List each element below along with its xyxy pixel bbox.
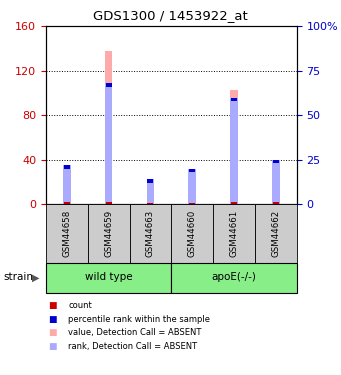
Bar: [105, 83, 113, 204]
Text: count: count: [68, 301, 92, 310]
Text: GDS1300 / 1453922_at: GDS1300 / 1453922_at: [93, 9, 248, 22]
Bar: [231, 98, 237, 101]
Bar: [63, 165, 71, 204]
Bar: [272, 160, 280, 204]
Bar: [106, 202, 112, 204]
Text: GSM44661: GSM44661: [229, 210, 238, 257]
Text: GSM44659: GSM44659: [104, 210, 113, 257]
Bar: [189, 169, 196, 204]
Bar: [88, 204, 130, 262]
Text: ■: ■: [48, 315, 56, 324]
Bar: [230, 90, 238, 204]
Text: strain: strain: [3, 273, 33, 282]
Bar: [46, 204, 88, 262]
Text: rank, Detection Call = ABSENT: rank, Detection Call = ABSENT: [68, 342, 197, 351]
Bar: [147, 180, 154, 204]
Text: GSM44660: GSM44660: [188, 210, 197, 257]
Bar: [130, 204, 171, 262]
Bar: [172, 204, 213, 262]
Bar: [230, 98, 238, 204]
Bar: [63, 165, 71, 204]
Bar: [231, 202, 237, 204]
Bar: [213, 204, 255, 262]
Bar: [172, 262, 297, 292]
Text: value, Detection Call = ABSENT: value, Detection Call = ABSENT: [68, 328, 202, 337]
Text: ▶: ▶: [32, 273, 40, 282]
Text: ■: ■: [48, 328, 56, 337]
Text: ■: ■: [48, 301, 56, 310]
Bar: [147, 180, 153, 183]
Text: GSM44658: GSM44658: [62, 210, 71, 257]
Bar: [105, 51, 113, 204]
Bar: [189, 180, 196, 204]
Bar: [272, 169, 280, 204]
Bar: [273, 160, 279, 163]
Text: wild type: wild type: [85, 273, 133, 282]
Bar: [106, 83, 112, 87]
Text: ■: ■: [48, 342, 56, 351]
Bar: [189, 203, 195, 204]
Bar: [64, 165, 70, 168]
Text: apoE(-/-): apoE(-/-): [211, 273, 256, 282]
Text: percentile rank within the sample: percentile rank within the sample: [68, 315, 210, 324]
Text: GSM44663: GSM44663: [146, 210, 155, 257]
Bar: [147, 184, 154, 204]
Bar: [189, 169, 195, 172]
Bar: [147, 203, 153, 204]
Text: GSM44662: GSM44662: [271, 210, 280, 257]
Bar: [46, 262, 171, 292]
Bar: [64, 202, 70, 204]
Bar: [255, 204, 297, 262]
Bar: [273, 202, 279, 204]
